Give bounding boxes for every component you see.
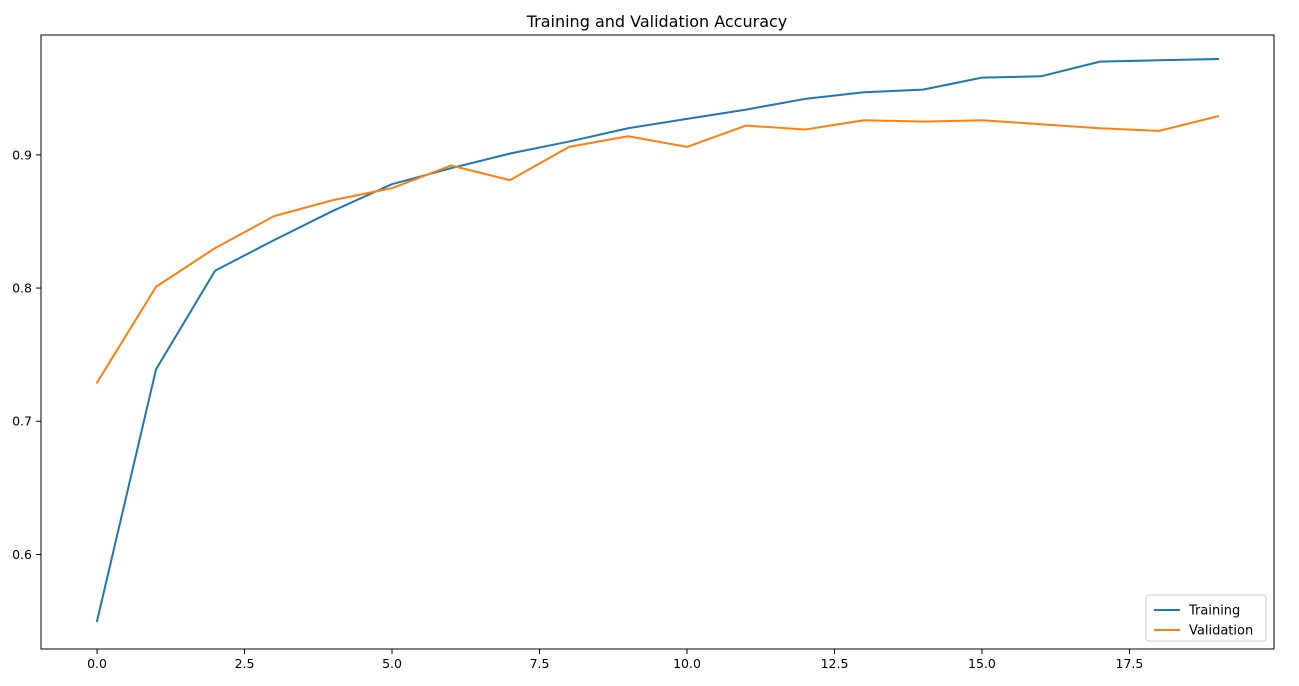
legend-label-validation: Validation [1189,624,1253,639]
x-axis: 0.0 2.5 5.0 7.5 10.0 12.5 15.0 17.5 [87,649,1143,671]
x-tick-label: 2.5 [235,656,255,671]
x-tick-label: 12.5 [821,656,849,671]
y-tick-label: 0.8 [12,281,32,296]
series-layer [95,57,1220,623]
x-tick-label: 17.5 [1116,656,1144,671]
y-axis: 0.6 0.7 0.8 0.9 [12,147,41,562]
x-tick-label: 15.0 [968,656,996,671]
y-tick-label: 0.7 [12,414,32,429]
chart-title: Training and Validation Accuracy [526,12,788,31]
legend-label-training: Training [1188,604,1240,619]
x-tick-label: 0.0 [87,656,107,671]
plot-area [40,34,1275,650]
y-tick-label: 0.6 [12,547,32,562]
x-tick-label: 5.0 [382,656,402,671]
series-line-training [95,57,1219,623]
legend: Training Validation [1145,594,1267,642]
y-tick-label: 0.9 [12,147,32,162]
series-line-validation [95,115,1220,384]
x-tick-label: 7.5 [530,656,550,671]
x-tick-label: 10.0 [673,656,701,671]
